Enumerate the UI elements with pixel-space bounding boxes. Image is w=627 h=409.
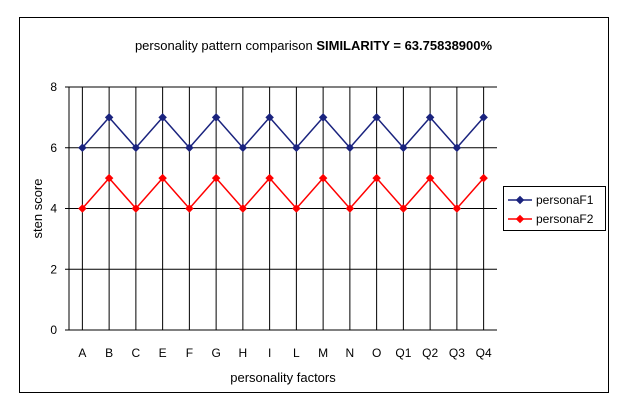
data-point <box>158 113 167 122</box>
data-point <box>479 173 488 183</box>
x-tick-label: I <box>268 346 271 360</box>
x-tick-label: Q1 <box>395 346 411 360</box>
data-point <box>131 204 141 213</box>
legend-swatch-series-1 <box>508 195 532 205</box>
x-tick-label: Q2 <box>422 346 438 360</box>
data-point <box>479 113 488 122</box>
x-tick-label: H <box>239 346 248 360</box>
x-tick-label: Q3 <box>449 346 465 360</box>
y-tick-label: 0 <box>50 323 57 337</box>
data-point <box>452 204 462 213</box>
data-point <box>318 173 328 183</box>
data-point <box>452 143 462 152</box>
x-tick-label: Q4 <box>476 346 492 360</box>
data-point <box>372 113 381 122</box>
x-tick-label: M <box>318 346 328 360</box>
data-point <box>131 143 141 152</box>
chart-legend: personaF1 personaF2 <box>503 186 606 231</box>
data-point <box>211 113 221 122</box>
legend-label-series-1: personaF1 <box>536 193 594 207</box>
series-line-2 <box>81 176 485 210</box>
data-point <box>158 173 167 183</box>
y-tick-label: 8 <box>50 80 57 94</box>
data-point <box>104 173 114 183</box>
legend-label-series-2: personaF2 <box>536 212 594 226</box>
data-point <box>78 204 87 213</box>
y-axis-title: sten score <box>30 179 45 239</box>
x-axis-title: personality factors <box>230 370 336 385</box>
x-tick-label: B <box>105 346 113 360</box>
y-tick-label: 4 <box>50 202 57 216</box>
data-point <box>292 143 301 152</box>
x-tick-label: F <box>186 346 193 360</box>
data-point <box>345 143 355 152</box>
data-point <box>425 173 435 183</box>
legend-swatch-series-2 <box>508 214 532 224</box>
data-point <box>185 204 194 213</box>
data-point <box>399 143 408 152</box>
data-point <box>238 143 248 152</box>
data-point <box>265 173 274 183</box>
data-point <box>318 113 328 122</box>
data-point <box>78 143 87 152</box>
data-point <box>345 204 355 213</box>
chart-title-similarity: SIMILARITY = 63.75838900% <box>316 38 493 53</box>
x-tick-label: A <box>78 346 86 360</box>
data-point <box>372 173 381 183</box>
y-tick-label: 2 <box>50 262 57 276</box>
x-tick-label: L <box>293 346 300 360</box>
chart-title: personality pattern comparison SIMILARIT… <box>0 38 627 53</box>
data-point <box>425 113 435 122</box>
data-point <box>104 113 114 122</box>
legend-item-series-2: personaF2 <box>508 210 593 228</box>
data-point <box>185 143 194 152</box>
y-tick-label: 6 <box>50 141 57 155</box>
data-point <box>265 113 274 122</box>
x-tick-label: C <box>132 346 141 360</box>
data-point <box>399 204 408 213</box>
series-line-1 <box>81 116 485 149</box>
data-point <box>238 204 248 213</box>
x-tick-label: N <box>346 346 355 360</box>
data-point <box>211 173 221 183</box>
x-tick-label: E <box>159 346 167 360</box>
legend-item-series-1: personaF1 <box>508 191 593 209</box>
chart-title-prefix: personality pattern comparison <box>134 38 317 53</box>
data-point <box>292 204 301 213</box>
x-tick-label: G <box>211 346 220 360</box>
x-tick-label: O <box>372 346 381 360</box>
